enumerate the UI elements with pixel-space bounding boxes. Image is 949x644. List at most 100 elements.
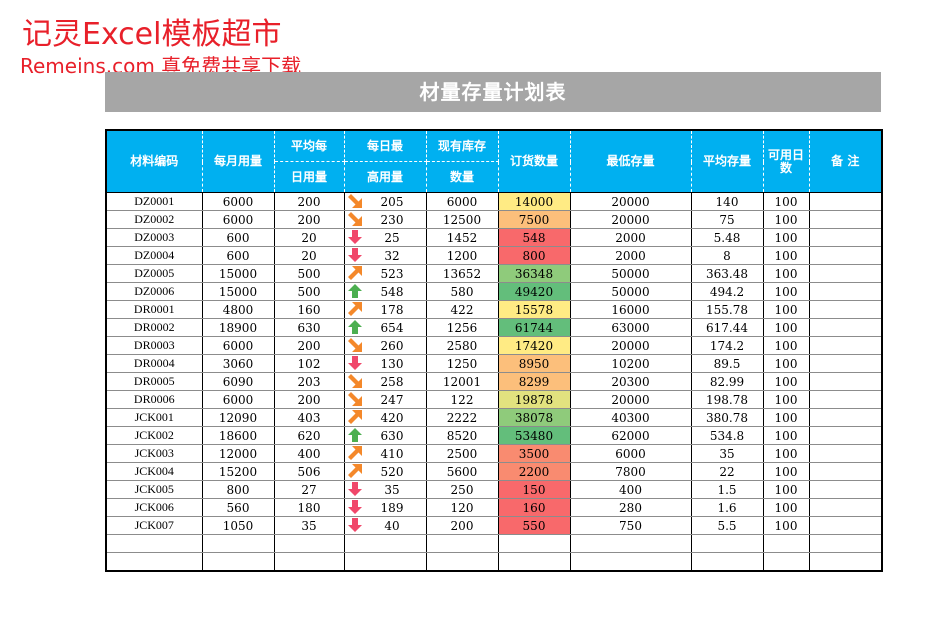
arrow-down-right-icon: [347, 392, 362, 406]
cell-order-qty: 36348: [497, 264, 570, 283]
table-row: DZ0005 15000 500 523 13652 36348 50000 363.48 10…: [106, 264, 882, 283]
cell-stock: 580: [425, 282, 498, 301]
empty-cell: [497, 534, 570, 553]
table-row: DR0003 6000 200 260 2580 17420 20000 174.2 100: [106, 336, 882, 355]
cell-max-daily: 630: [343, 426, 426, 445]
cell-available-days: 100: [762, 480, 809, 499]
arrow-up-icon: [347, 428, 362, 442]
cell-max-daily: 523: [343, 264, 426, 283]
empty-cell: [201, 552, 274, 572]
cell-note: [808, 282, 882, 301]
cell-avg-stock: 494.2: [690, 282, 763, 301]
cell-max-daily: 32: [343, 246, 426, 265]
arrow-down-icon: [347, 356, 362, 370]
table-row: DR0004 3060 102 130 1250 8950 10200 89.5 100: [106, 354, 882, 373]
cell-max-daily: 178: [343, 300, 426, 319]
table-row: DZ0003 600 20 25 1452 548 2000 5.48 100: [106, 228, 882, 247]
cell-stock: 122: [425, 390, 498, 409]
cell-material-code: DR0006: [106, 390, 202, 409]
cell-min-stock: 63000: [569, 318, 691, 337]
cell-avg-daily: 20: [273, 246, 344, 265]
cell-avg-stock: 617.44: [690, 318, 763, 337]
cell-stock: 1200: [425, 246, 498, 265]
cell-max-daily: 25: [343, 228, 426, 247]
cell-monthly-usage: 15000: [201, 264, 274, 283]
cell-order-qty: 61744: [497, 318, 570, 337]
cell-avg-stock: 5.5: [690, 516, 763, 535]
arrow-down-icon: [347, 500, 362, 514]
cell-order-qty: 7500: [497, 210, 570, 229]
header-stock-bottom: 数量: [426, 161, 499, 193]
cell-monthly-usage: 12090: [201, 408, 274, 427]
header-days-line1: 可用日: [767, 147, 804, 162]
cell-stock: 13652: [425, 264, 498, 283]
max-daily-value: 35: [384, 482, 400, 497]
cell-stock: 5600: [425, 462, 498, 481]
cell-avg-daily: 203: [273, 372, 344, 391]
empty-cell: [569, 552, 691, 572]
max-daily-value: 410: [380, 446, 404, 461]
cell-order-qty: 38078: [497, 408, 570, 427]
cell-avg-daily: 27: [273, 480, 344, 499]
cell-material-code: DZ0004: [106, 246, 202, 265]
arrow-up-right-icon: [347, 410, 362, 424]
cell-material-code: JCK006: [106, 498, 202, 517]
cell-note: [808, 264, 882, 283]
max-daily-value: 548: [380, 284, 404, 299]
empty-cell: [569, 534, 691, 553]
cell-avg-daily: 200: [273, 390, 344, 409]
cell-avg-stock: 155.78: [690, 300, 763, 319]
empty-cell: [425, 534, 498, 553]
table-row: JCK002 18600 620 630 8520 53480 62000 534.8 100: [106, 426, 882, 445]
table-row: JCK006 560 180 189 120 160 280 1.6 100: [106, 498, 882, 517]
cell-material-code: DR0001: [106, 300, 202, 319]
cell-note: [808, 210, 882, 229]
cell-monthly-usage: 6000: [201, 192, 274, 211]
header-note: 备 注: [809, 130, 882, 193]
empty-cell: [106, 534, 202, 553]
cell-monthly-usage: 18900: [201, 318, 274, 337]
cell-monthly-usage: 15000: [201, 282, 274, 301]
cell-note: [808, 300, 882, 319]
table-row: DZ0002 6000 200 230 12500 7500 20000 75 100: [106, 210, 882, 229]
header-monthly-usage: 每月用量: [202, 130, 275, 193]
max-daily-value: 130: [380, 356, 404, 371]
cell-avg-stock: 140: [690, 192, 763, 211]
cell-stock: 200: [425, 516, 498, 535]
cell-note: [808, 318, 882, 337]
cell-stock: 8520: [425, 426, 498, 445]
arrow-down-right-icon: [347, 374, 362, 388]
cell-stock: 422: [425, 300, 498, 319]
max-daily-value: 205: [380, 194, 404, 209]
cell-monthly-usage: 18600: [201, 426, 274, 445]
watermark-brand: 记灵Excel模板超市: [22, 17, 282, 52]
table-row: DZ0004 600 20 32 1200 800 2000 8 100: [106, 246, 882, 265]
cell-min-stock: 50000: [569, 282, 691, 301]
cell-avg-daily: 200: [273, 210, 344, 229]
cell-material-code: DZ0006: [106, 282, 202, 301]
cell-max-daily: 189: [343, 498, 426, 517]
cell-material-code: DZ0005: [106, 264, 202, 283]
cell-material-code: DR0003: [106, 336, 202, 355]
cell-available-days: 100: [762, 192, 809, 211]
empty-cell: [106, 552, 202, 572]
cell-material-code: JCK002: [106, 426, 202, 445]
cell-order-qty: 8950: [497, 354, 570, 373]
cell-max-daily: 410: [343, 444, 426, 463]
cell-order-qty: 548: [497, 228, 570, 247]
cell-available-days: 100: [762, 354, 809, 373]
cell-stock: 1250: [425, 354, 498, 373]
cell-order-qty: 2200: [497, 462, 570, 481]
cell-order-qty: 550: [497, 516, 570, 535]
cell-monthly-usage: 1050: [201, 516, 274, 535]
arrow-up-right-icon: [347, 266, 362, 280]
cell-avg-stock: 5.48: [690, 228, 763, 247]
cell-available-days: 100: [762, 282, 809, 301]
cell-avg-daily: 200: [273, 336, 344, 355]
cell-avg-stock: 1.6: [690, 498, 763, 517]
empty-cell: [808, 552, 882, 572]
cell-monthly-usage: 6000: [201, 210, 274, 229]
cell-material-code: DZ0002: [106, 210, 202, 229]
header-max-daily-bottom: 高用量: [344, 161, 427, 193]
empty-row: [106, 552, 882, 572]
